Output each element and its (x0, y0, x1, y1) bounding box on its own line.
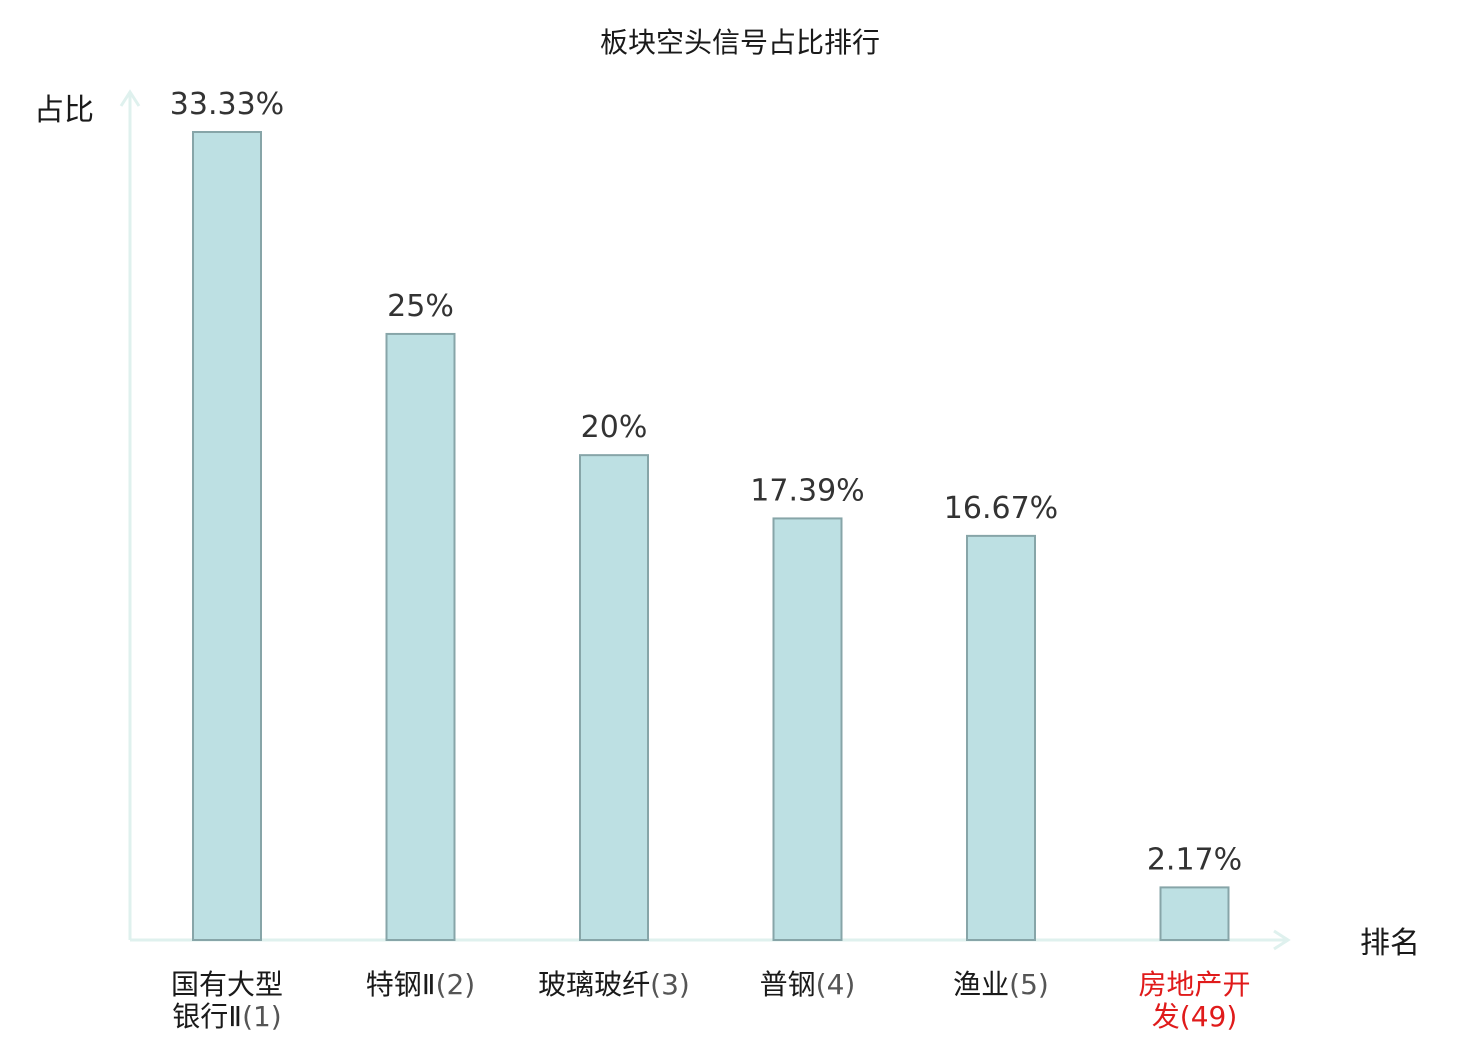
bar (772, 517, 843, 941)
y-axis-arrow (119, 89, 141, 107)
category-tick-label: 玻璃玻纤(3) (538, 968, 690, 1001)
category-tick-label: 渔业(5) (953, 968, 1049, 1001)
data-label: 25% (387, 289, 454, 324)
value-labels-group: 33.33% 25% 20% 17.39% 16.67% 2.17% (170, 87, 1242, 877)
category-labels-group: 国有大型银行Ⅱ(1) 特钢Ⅱ(2) 玻璃玻纤(3) 普钢(4) 渔业(5) 房地产开发(4… (171, 968, 1251, 1033)
data-label: 17.39% (750, 473, 864, 508)
data-label: 16.67% (944, 491, 1058, 526)
chart-title: 板块空头信号占比排行 (600, 26, 880, 59)
bar (1159, 886, 1230, 941)
y-axis-label: 占比 (34, 93, 94, 128)
axes (119, 89, 1291, 951)
x-axis-label: 排名 (1360, 926, 1420, 961)
data-label: 33.33% (170, 87, 284, 122)
bar (385, 332, 456, 941)
category-tick-label: 国有大型银行Ⅱ(1) (171, 968, 283, 1033)
bar (966, 534, 1036, 941)
bar (579, 454, 649, 941)
data-label: 2.17% (1147, 842, 1242, 877)
category-tick-label: 普钢(4) (760, 968, 856, 1001)
category-tick-label: 特钢Ⅱ(2) (366, 968, 475, 1001)
category-tick-label: 房地产开发(49) (1138, 968, 1250, 1033)
bar (192, 131, 262, 941)
bars-group (192, 131, 1230, 941)
data-label: 20% (581, 410, 648, 445)
x-axis-arrow (1273, 929, 1291, 951)
